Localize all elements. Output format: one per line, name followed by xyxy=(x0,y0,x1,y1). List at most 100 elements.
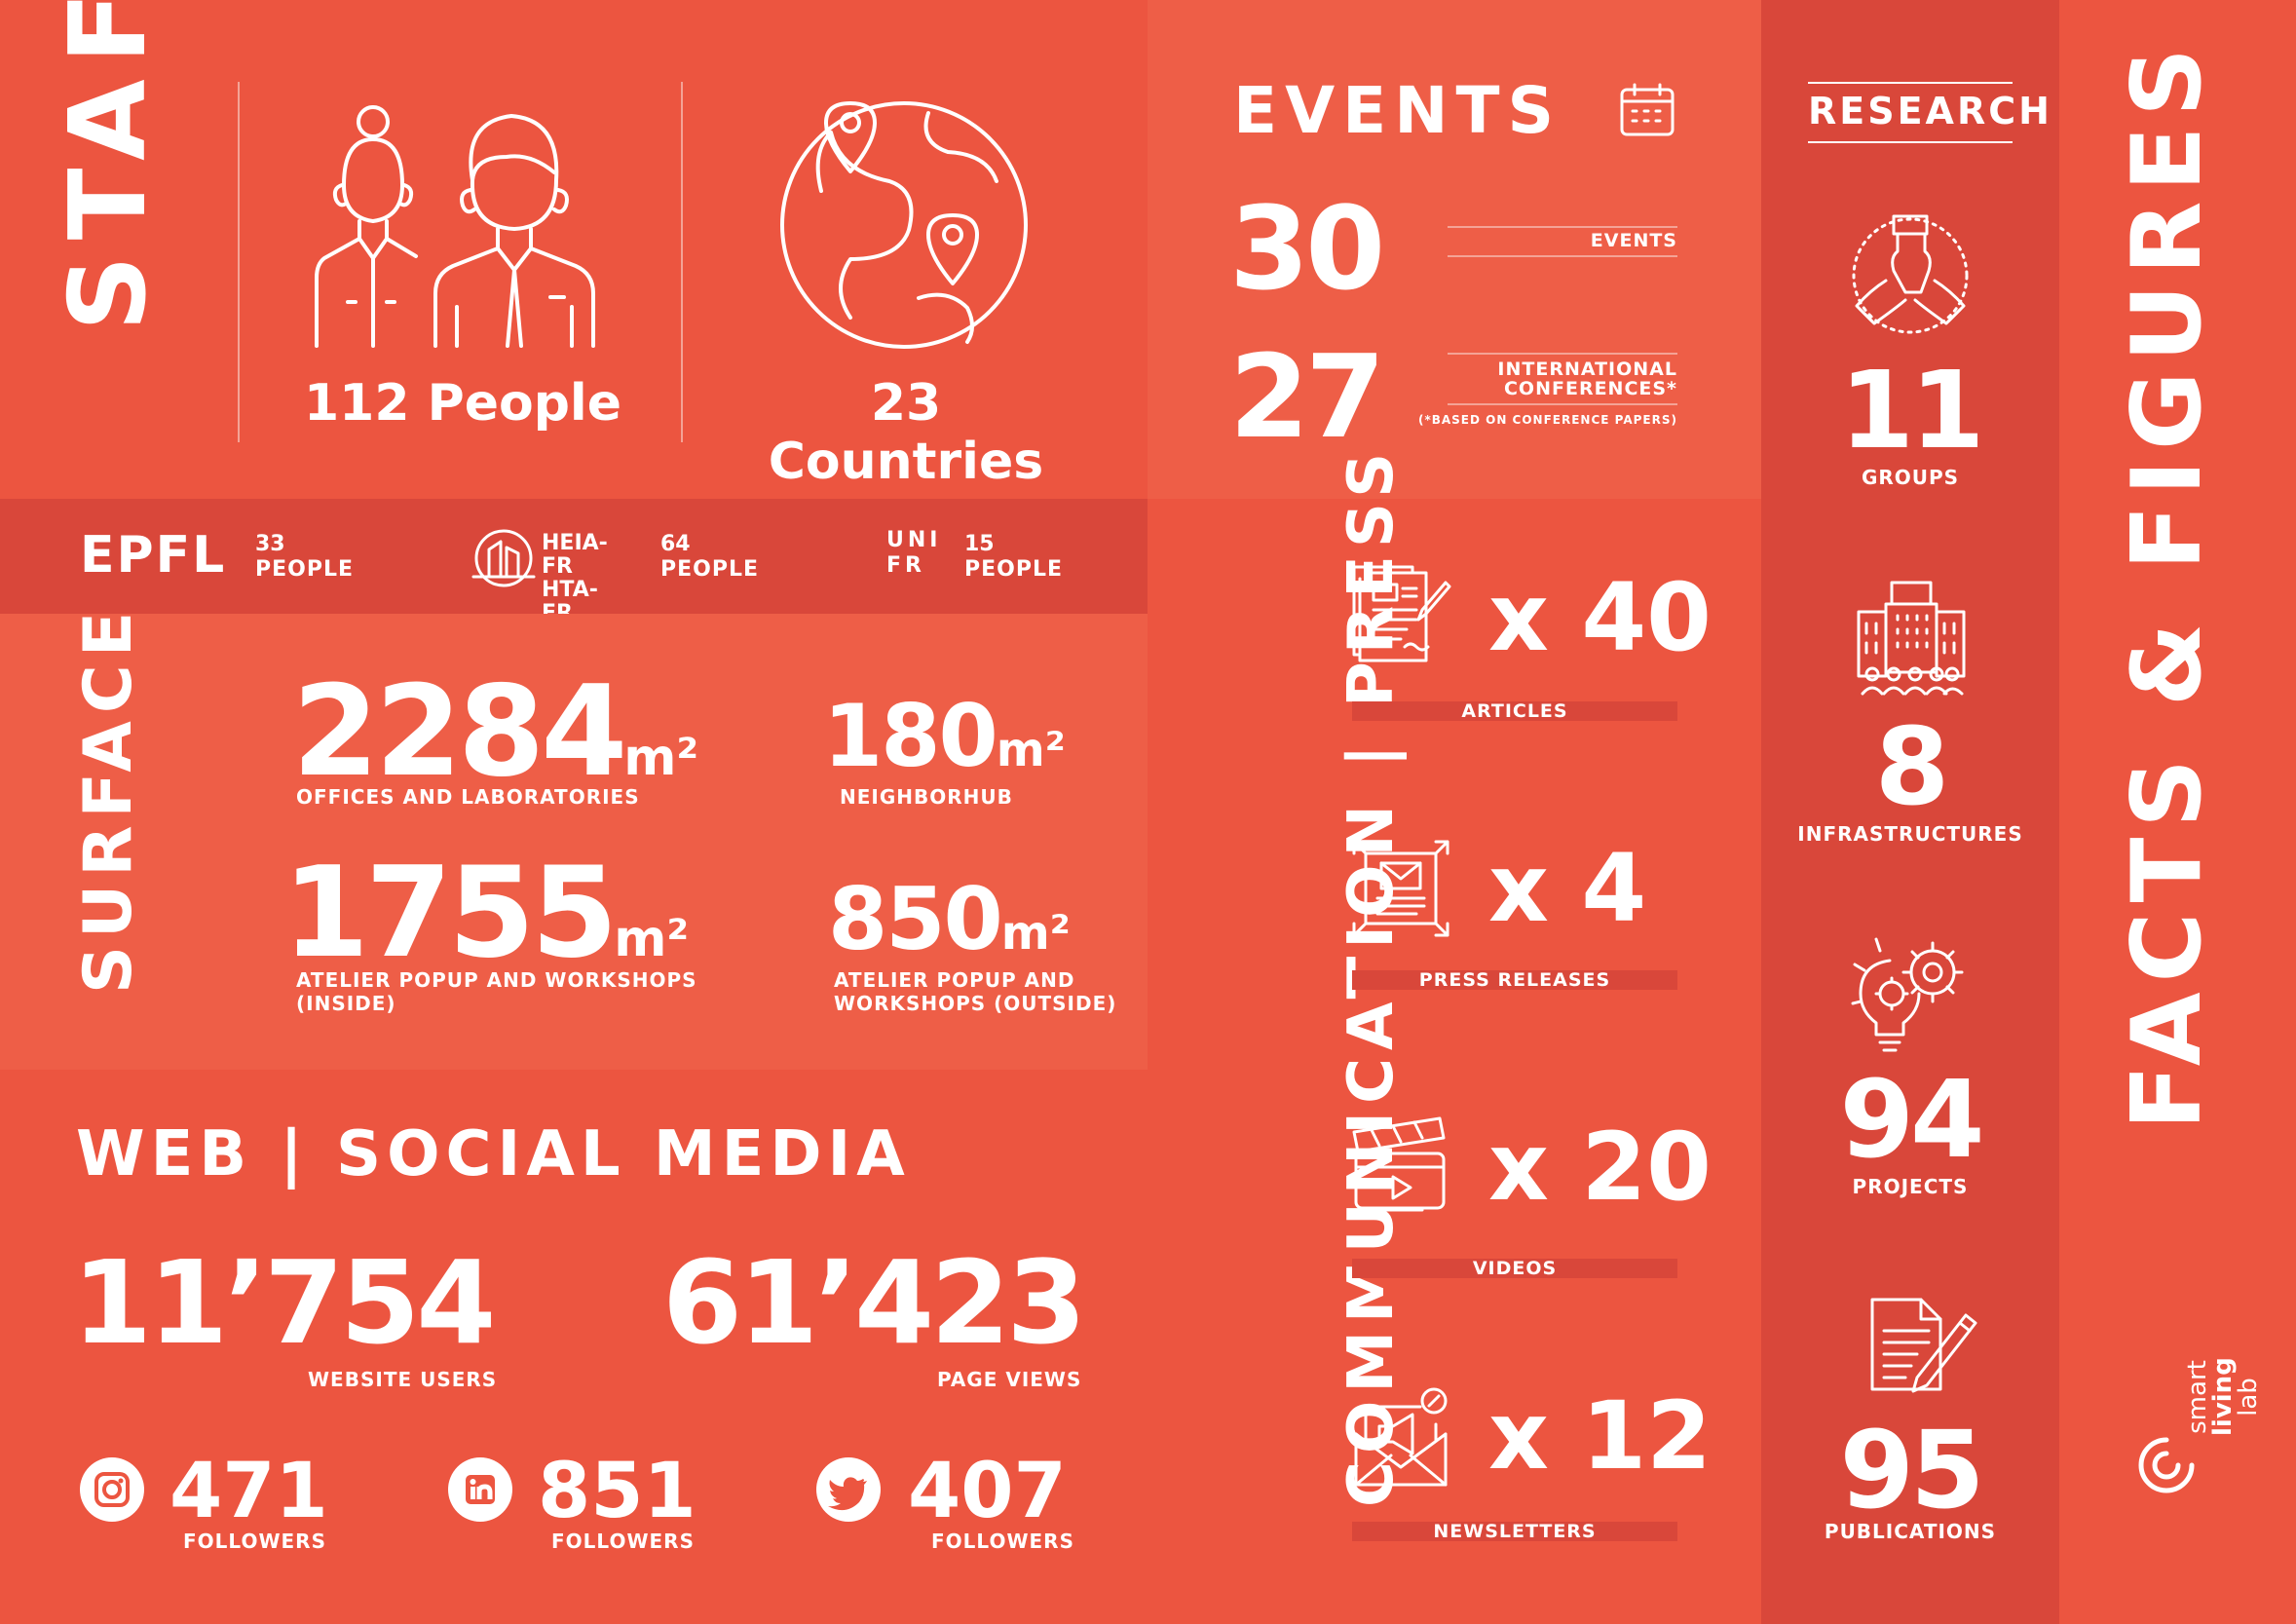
unifr-count: 15 xyxy=(964,532,995,556)
surface-panel: SURFACE 2284m² OFFICES AND LABORATORIES … xyxy=(0,603,1148,1070)
conf-line-top xyxy=(1448,353,1677,355)
website-users-value: 11’754 xyxy=(72,1235,496,1370)
publications-label: PUBLICATIONS xyxy=(1824,1520,1997,1543)
linkedin-value: 851 xyxy=(538,1448,696,1535)
projects-label: PROJECTS xyxy=(1852,1175,1969,1198)
instagram-value: 471 xyxy=(169,1448,328,1535)
staff-divider-1 xyxy=(238,82,240,442)
globe-pin-icon xyxy=(780,101,1028,349)
logo-text-living: living xyxy=(2208,1357,2238,1436)
surface-item-3: 1755m² xyxy=(282,851,689,976)
page-views-label: PAGE VIEWS xyxy=(937,1368,1082,1391)
surface-item-1: 2284m² xyxy=(292,670,698,795)
website-users-label: WEBSITE USERS xyxy=(308,1368,498,1391)
surface-label-3a: ATELIER POPUP AND WORKSHOPS xyxy=(296,968,697,992)
surface-label-2: NEIGHBORHUB xyxy=(840,785,1013,809)
staff-divider-2 xyxy=(681,82,683,442)
conferences-note: (*BASED ON CONFERENCE PAPERS) xyxy=(1417,413,1677,427)
logo-text-lab: lab xyxy=(2234,1378,2263,1416)
publications-value: 95 xyxy=(1839,1408,1984,1532)
sidebar-panel: FACTS & FIGURES 2019 smart living lab xyxy=(2059,0,2296,1624)
research-title-rule-bottom xyxy=(1808,141,2013,143)
projects-value: 94 xyxy=(1839,1057,1984,1182)
surface-title: SURFACE xyxy=(70,603,147,994)
building-icon xyxy=(1857,581,1966,696)
surface-value-4: 850 xyxy=(828,869,1003,969)
web-panel: WEB | SOCIAL MEDIA 11’754 WEBSITE USERS … xyxy=(0,1070,1142,1624)
surface-label-3b: (INSIDE) xyxy=(296,992,396,1015)
web-title: WEB | SOCIAL MEDIA xyxy=(76,1118,911,1190)
articles-value: x 40 xyxy=(1488,563,1712,672)
staff-panel: STAFF xyxy=(0,0,1148,499)
hands-together-icon xyxy=(1852,214,1969,334)
surface-unit-4: m² xyxy=(1000,906,1071,961)
surface-unit-3: m² xyxy=(614,910,690,968)
heia-count: 64 xyxy=(660,532,691,556)
article-icon xyxy=(1352,565,1451,662)
newsletters-value: x 12 xyxy=(1488,1381,1712,1491)
groups-label: GROUPS xyxy=(1861,466,1960,489)
events-label: EVENTS xyxy=(1590,230,1677,251)
facts-figures-title: FACTS & FIGURES 2019 xyxy=(2112,0,2223,1130)
research-panel: RESEARCH 11 GROUPS xyxy=(1761,0,2059,1624)
groups-value: 11 xyxy=(1839,348,1984,472)
conferences-value: 27 xyxy=(1229,329,1385,464)
surface-item-4: 850m² xyxy=(828,877,1071,963)
staff-title: STAFF xyxy=(48,0,169,331)
research-title-rule-top xyxy=(1808,82,2013,84)
newsletter-icon xyxy=(1354,1387,1448,1487)
surface-label-4b: WORKSHOPS (OUTSIDE) xyxy=(834,992,1117,1015)
epfl-count: 33 xyxy=(255,532,285,556)
unifr-logo: UNI FR xyxy=(886,528,942,578)
page-views-value: 61’423 xyxy=(662,1235,1086,1370)
videos-label: VIDEOS xyxy=(1352,1259,1677,1278)
conferences-label-1: INTERNATIONAL xyxy=(1497,359,1677,380)
press-release-icon xyxy=(1352,840,1449,937)
surface-value-1: 2284 xyxy=(292,660,627,805)
infrastructures-label: INFRASTRUCTURES xyxy=(1797,822,2023,846)
heia-unit: PEOPLE xyxy=(660,557,760,582)
press-releases-value: x 4 xyxy=(1488,834,1647,943)
surface-unit-2: m² xyxy=(996,723,1066,777)
linkedin-icon xyxy=(448,1457,512,1522)
twitter-label: FOLLOWERS xyxy=(931,1530,1074,1553)
bulb-gear-icon xyxy=(1851,937,1964,1052)
people-icon xyxy=(315,105,595,348)
clapperboard-icon xyxy=(1352,1116,1446,1212)
epfl-unit: PEOPLE xyxy=(255,557,355,582)
articles-label: ARTICLES xyxy=(1352,701,1677,721)
events-title: EVENTS xyxy=(1233,73,1562,148)
countries-count: 23 Countries xyxy=(768,374,1044,491)
conferences-label-2: CONFERENCES* xyxy=(1503,378,1677,399)
document-pen-icon xyxy=(1870,1298,1977,1393)
infrastructures-value: 8 xyxy=(1874,704,1950,829)
heia-logo-icon xyxy=(471,529,536,587)
events-value: 30 xyxy=(1229,181,1385,316)
unifr-unit: PEOPLE xyxy=(964,557,1064,582)
partners-strip: EPFL 33 PEOPLE HEIA-FR HTA-FR 64 PEOPLE … xyxy=(0,499,1148,625)
press-releases-label: PRESS RELEASES xyxy=(1352,970,1677,990)
conf-line-bottom xyxy=(1448,403,1677,405)
communication-panel: COMMUNICATION | PRESS x 40 ARTICLES xyxy=(1148,445,1761,1624)
surface-unit-1: m² xyxy=(623,729,699,787)
surface-value-2: 180 xyxy=(823,686,998,786)
events-line-bottom xyxy=(1448,255,1677,257)
surface-item-2: 180m² xyxy=(823,694,1066,779)
heia-logo-text: HEIA-FR HTA-FR xyxy=(542,531,608,625)
smart-living-lab-logo-icon xyxy=(2138,1437,2195,1493)
epfl-logo: EPFL xyxy=(80,526,227,585)
videos-value: x 20 xyxy=(1488,1113,1712,1222)
calendar-icon xyxy=(1620,83,1675,136)
logo-text-smart: smart xyxy=(2183,1360,2212,1434)
surface-label-4a: ATELIER POPUP AND xyxy=(834,968,1075,992)
people-count: 112 People xyxy=(303,374,622,433)
instagram-label: FOLLOWERS xyxy=(183,1530,326,1553)
events-panel: EVENTS 30 EVENTS 27 INTERNATIONAL CONFER… xyxy=(1148,0,1761,499)
linkedin-label: FOLLOWERS xyxy=(551,1530,695,1553)
instagram-icon xyxy=(80,1457,144,1522)
events-line-top xyxy=(1448,226,1677,228)
newsletters-label: NEWSLETTERS xyxy=(1352,1522,1677,1541)
surface-label-1: OFFICES AND LABORATORIES xyxy=(296,785,640,809)
twitter-value: 407 xyxy=(908,1448,1067,1535)
